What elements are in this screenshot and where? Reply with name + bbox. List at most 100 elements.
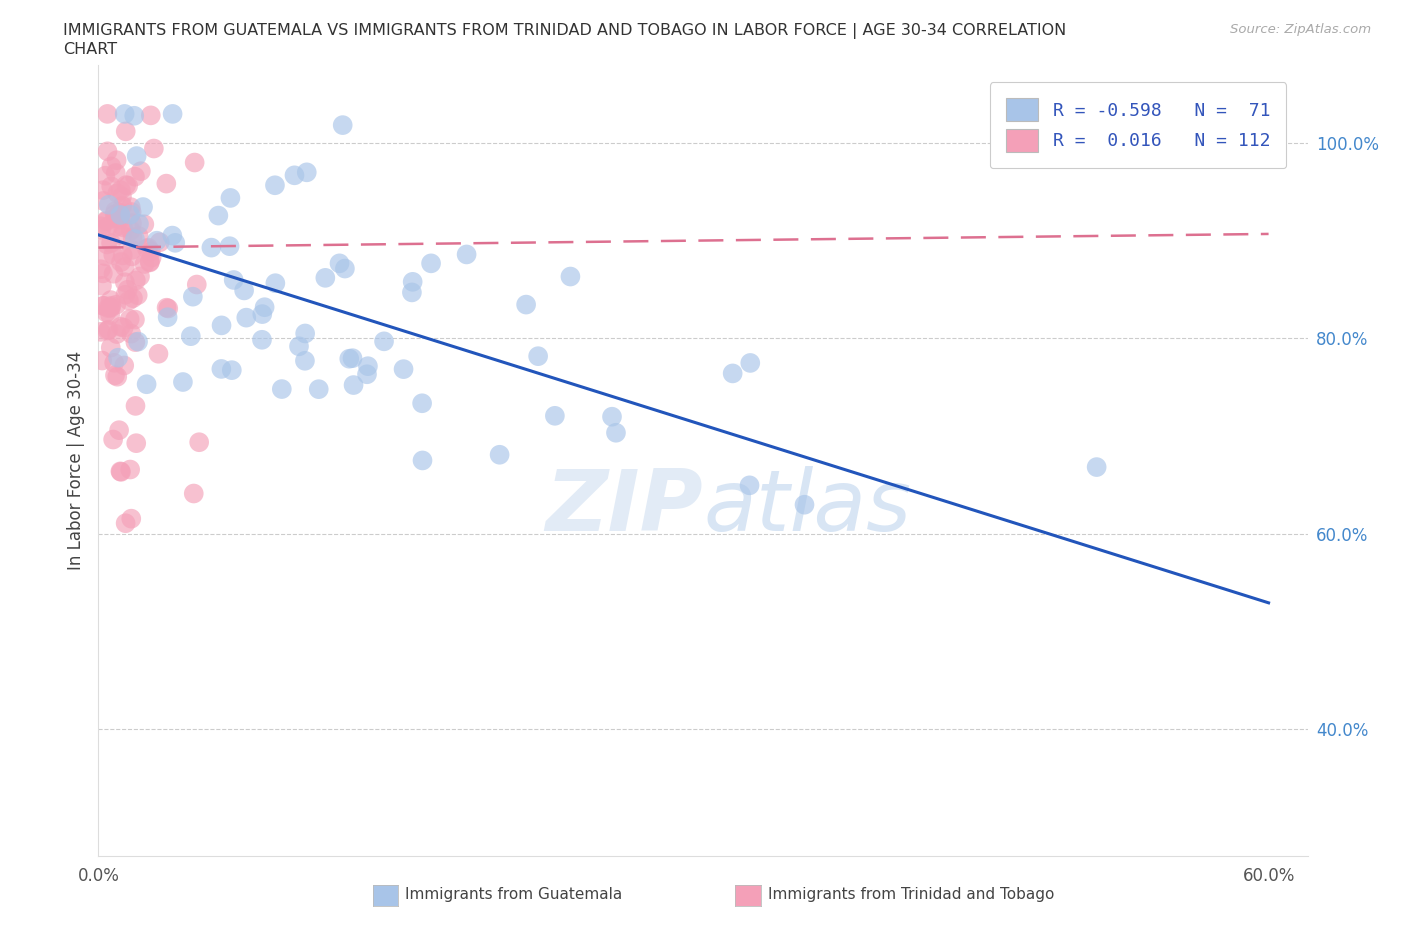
- Point: [235, 311, 257, 325]
- Point: [721, 366, 744, 381]
- Point: [97, 323, 120, 338]
- Point: [114, 274, 136, 289]
- Point: [125, 273, 148, 288]
- Point: [219, 191, 242, 206]
- Point: [162, 228, 184, 243]
- Point: [181, 289, 204, 304]
- Point: [114, 106, 136, 121]
- Point: [90, 325, 112, 339]
- Point: [97, 219, 120, 233]
- Point: [270, 381, 292, 396]
- Point: [233, 283, 256, 298]
- Point: [100, 340, 122, 355]
- Point: [139, 108, 162, 123]
- Point: [600, 409, 623, 424]
- Point: [108, 205, 131, 219]
- Point: [332, 118, 354, 133]
- Point: [111, 228, 134, 243]
- Point: [515, 298, 537, 312]
- Point: [90, 261, 112, 276]
- Point: [402, 274, 425, 289]
- Point: [342, 378, 364, 392]
- Point: [91, 266, 114, 281]
- Point: [127, 334, 149, 349]
- Text: CHART: CHART: [63, 42, 117, 57]
- Y-axis label: In Labor Force | Age 30-34: In Labor Force | Age 30-34: [66, 351, 84, 570]
- Point: [104, 368, 127, 383]
- Point: [139, 245, 162, 259]
- Point: [211, 318, 233, 333]
- Point: [456, 247, 478, 262]
- Point: [295, 165, 318, 179]
- Point: [108, 212, 131, 227]
- Point: [100, 159, 122, 174]
- Point: [314, 271, 336, 286]
- Point: [103, 266, 125, 281]
- Point: [104, 207, 127, 222]
- Point: [103, 247, 125, 262]
- Point: [107, 351, 129, 365]
- Point: [121, 216, 143, 231]
- Point: [105, 326, 128, 341]
- Point: [149, 235, 172, 250]
- Text: Immigrants from Trinidad and Tobago: Immigrants from Trinidad and Tobago: [768, 887, 1054, 902]
- Point: [337, 352, 360, 366]
- Point: [104, 219, 127, 234]
- Point: [146, 233, 169, 248]
- Point: [411, 396, 433, 411]
- Point: [207, 208, 229, 223]
- Point: [294, 353, 316, 368]
- Point: [373, 334, 395, 349]
- Point: [156, 310, 179, 325]
- Point: [129, 164, 152, 179]
- Point: [124, 312, 146, 327]
- Point: [125, 436, 148, 451]
- Point: [103, 355, 125, 370]
- Point: [96, 106, 118, 121]
- Text: Immigrants from Guatemala: Immigrants from Guatemala: [405, 887, 623, 902]
- Point: [110, 183, 132, 198]
- Point: [222, 272, 245, 287]
- Point: [97, 197, 120, 212]
- Point: [124, 398, 146, 413]
- Point: [111, 198, 134, 213]
- Point: [110, 255, 132, 270]
- Point: [108, 423, 131, 438]
- Point: [90, 222, 112, 237]
- Point: [148, 346, 170, 361]
- Point: [117, 179, 139, 193]
- Point: [96, 213, 118, 228]
- Point: [112, 358, 135, 373]
- Point: [104, 204, 127, 219]
- Point: [121, 243, 143, 258]
- Point: [155, 176, 177, 191]
- Point: [122, 291, 145, 306]
- Point: [111, 219, 134, 234]
- Point: [125, 149, 148, 164]
- Point: [141, 250, 163, 265]
- Point: [114, 287, 136, 302]
- Point: [180, 328, 202, 343]
- Legend: R = -0.598   N =  71, R =  0.016   N = 112: R = -0.598 N = 71, R = 0.016 N = 112: [990, 82, 1286, 168]
- Point: [132, 200, 155, 215]
- Point: [264, 178, 287, 193]
- Point: [120, 207, 142, 222]
- Point: [122, 108, 145, 123]
- Point: [91, 278, 114, 293]
- Point: [124, 335, 146, 350]
- Point: [96, 237, 118, 252]
- Point: [98, 308, 121, 323]
- Point: [105, 369, 128, 384]
- Point: [100, 299, 122, 313]
- Point: [250, 332, 273, 347]
- Point: [162, 106, 184, 121]
- Point: [793, 498, 815, 512]
- Point: [488, 447, 510, 462]
- Point: [1085, 459, 1108, 474]
- Text: ZIP: ZIP: [546, 466, 703, 550]
- Point: [221, 363, 243, 378]
- Point: [155, 300, 177, 315]
- Point: [328, 256, 350, 271]
- Point: [97, 300, 120, 315]
- Point: [264, 276, 287, 291]
